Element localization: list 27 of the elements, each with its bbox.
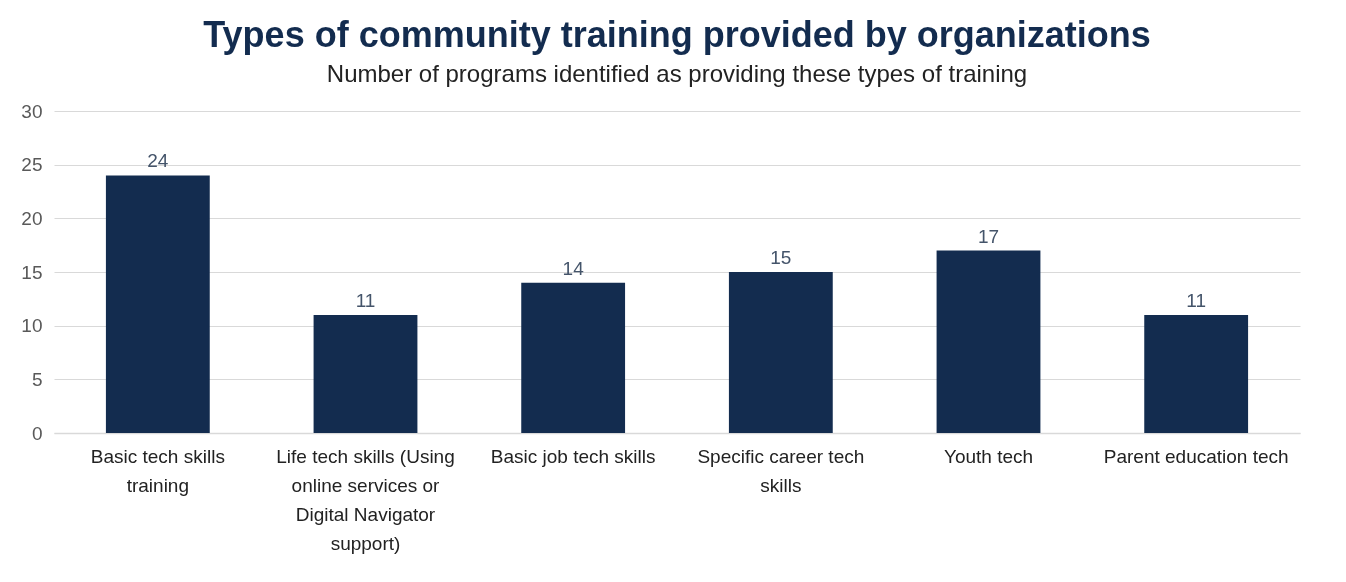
y-tick-label: 5: [31, 368, 43, 390]
data-label: 15: [770, 247, 792, 268]
y-tick-label: 20: [21, 207, 43, 229]
y-tick-label: 10: [21, 315, 43, 337]
y-tick-label: 30: [21, 100, 43, 122]
x-tick-label: Basic job tech skills: [490, 445, 656, 467]
x-tick-label: Life tech skills (Using online services or Digital Navigator support): [276, 445, 455, 554]
bar: [936, 250, 1041, 433]
bar: [1144, 314, 1249, 433]
x-tick-label: Specific career tech skills: [697, 445, 865, 496]
y-tick-label: 15: [21, 261, 43, 283]
bar: [313, 314, 418, 433]
y-tick-label: 25: [21, 154, 43, 176]
bar: [105, 175, 210, 433]
data-label: 11: [1186, 289, 1207, 311]
chart-subtitle: Number of programs identified as providing these types of training: [326, 60, 1028, 87]
data-label: 24: [147, 150, 169, 172]
data-label: 17: [977, 225, 1000, 247]
x-tick-label: Youth tech: [943, 445, 1034, 467]
bar: [521, 282, 626, 433]
x-tick-label: Basic tech skills training: [90, 445, 225, 496]
data-label: 14: [562, 257, 585, 279]
x-tick-label: Parent education tech: [1103, 445, 1289, 467]
bar: [728, 272, 833, 433]
y-tick-label: 0: [31, 422, 43, 444]
chart-title: Types of community training provided by organizations: [203, 14, 1151, 55]
data-label: 11: [355, 289, 376, 311]
